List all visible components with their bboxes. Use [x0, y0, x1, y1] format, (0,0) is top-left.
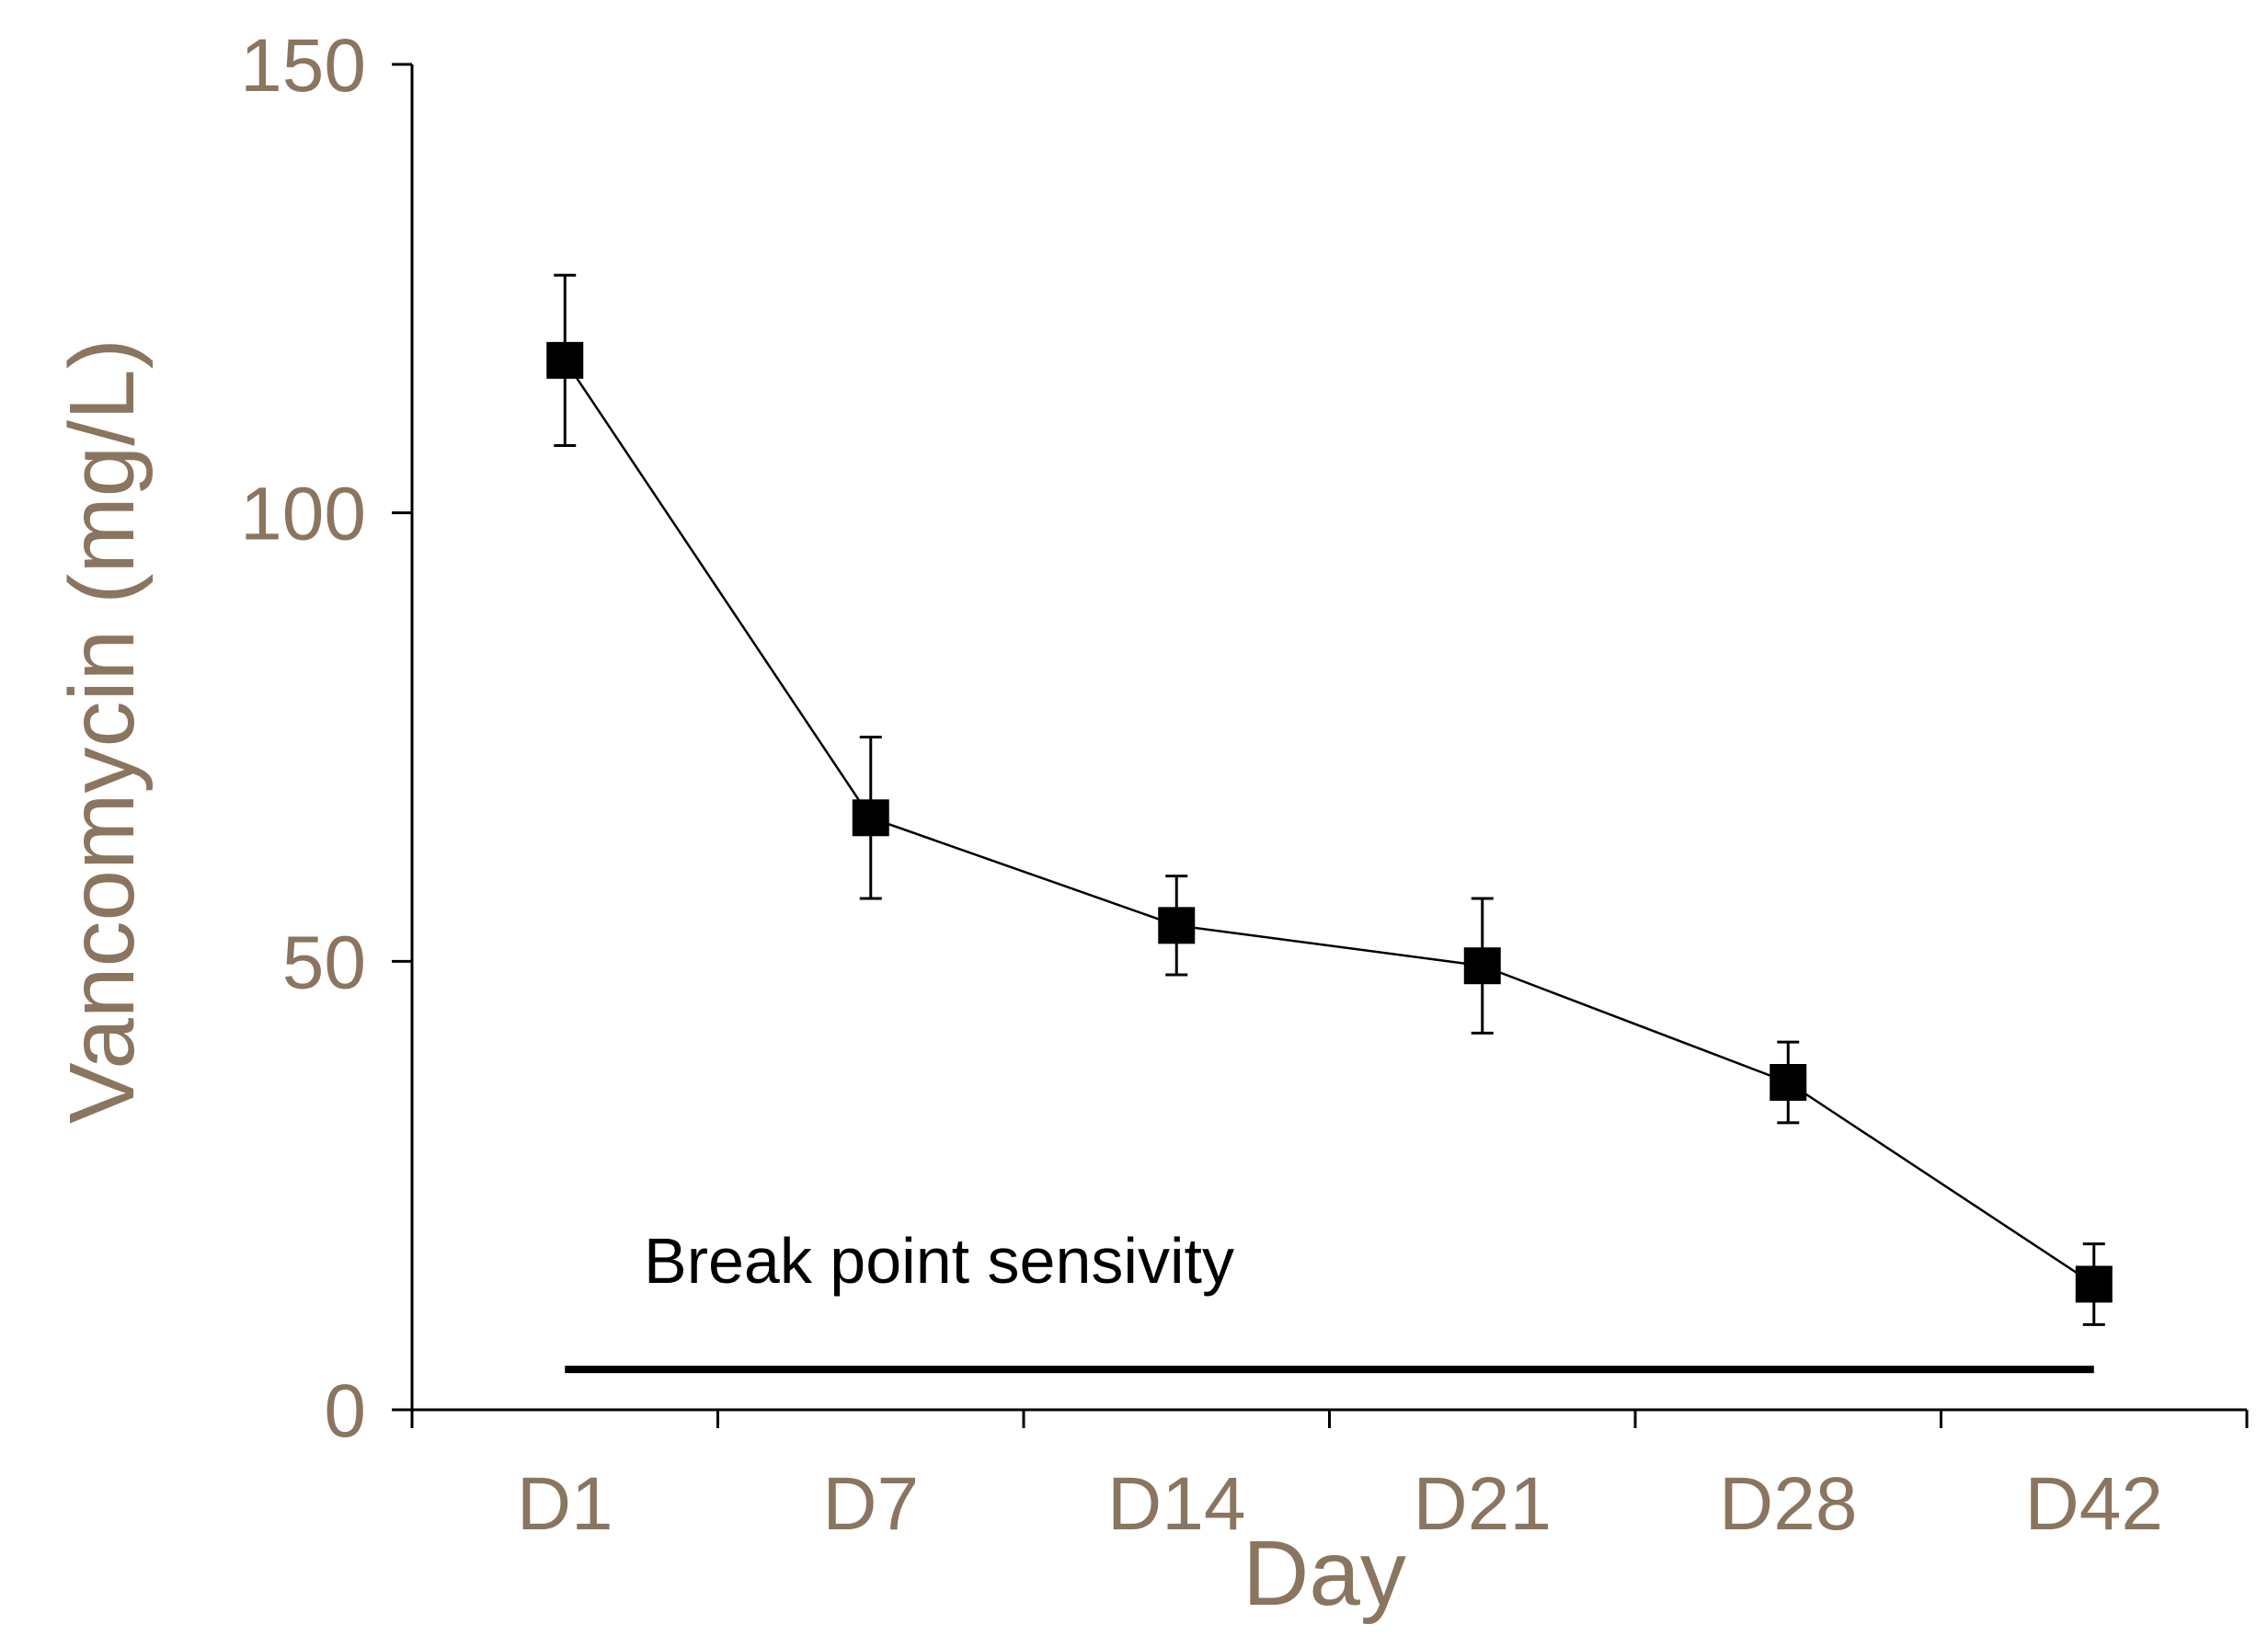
y-tick-label: 0	[324, 1369, 366, 1453]
series-line	[564, 360, 2095, 1286]
x-tick-label: D7	[822, 1462, 919, 1546]
y-tick-label: 150	[240, 24, 366, 108]
y-axis-title: Vancomycin (mg/L)	[51, 338, 154, 1124]
data-point	[546, 341, 584, 379]
data-point	[2075, 1265, 2113, 1303]
x-tick-label: D1	[517, 1462, 613, 1546]
annotation-layer: Break point sensivity	[565, 1225, 2094, 1374]
x-tick-label: D21	[1414, 1462, 1552, 1546]
series-layer	[546, 273, 2113, 1326]
y-tick-label: 50	[282, 921, 366, 1004]
x-axis-title: Day	[1243, 1522, 1406, 1625]
data-point	[1463, 947, 1501, 985]
x-tick-label: D28	[1719, 1462, 1857, 1546]
axes: 0 50 100 150 D1 D7 D14 D21 D28 D42	[240, 24, 2249, 1546]
data-point	[1158, 907, 1196, 944]
y-tick-label: 100	[240, 473, 366, 556]
breakpoint-label: Break point sensivity	[644, 1225, 1234, 1297]
x-tick-label: D14	[1107, 1462, 1245, 1546]
data-point	[1770, 1064, 1807, 1102]
data-point	[852, 799, 889, 837]
x-tick-label: D42	[2025, 1462, 2163, 1546]
